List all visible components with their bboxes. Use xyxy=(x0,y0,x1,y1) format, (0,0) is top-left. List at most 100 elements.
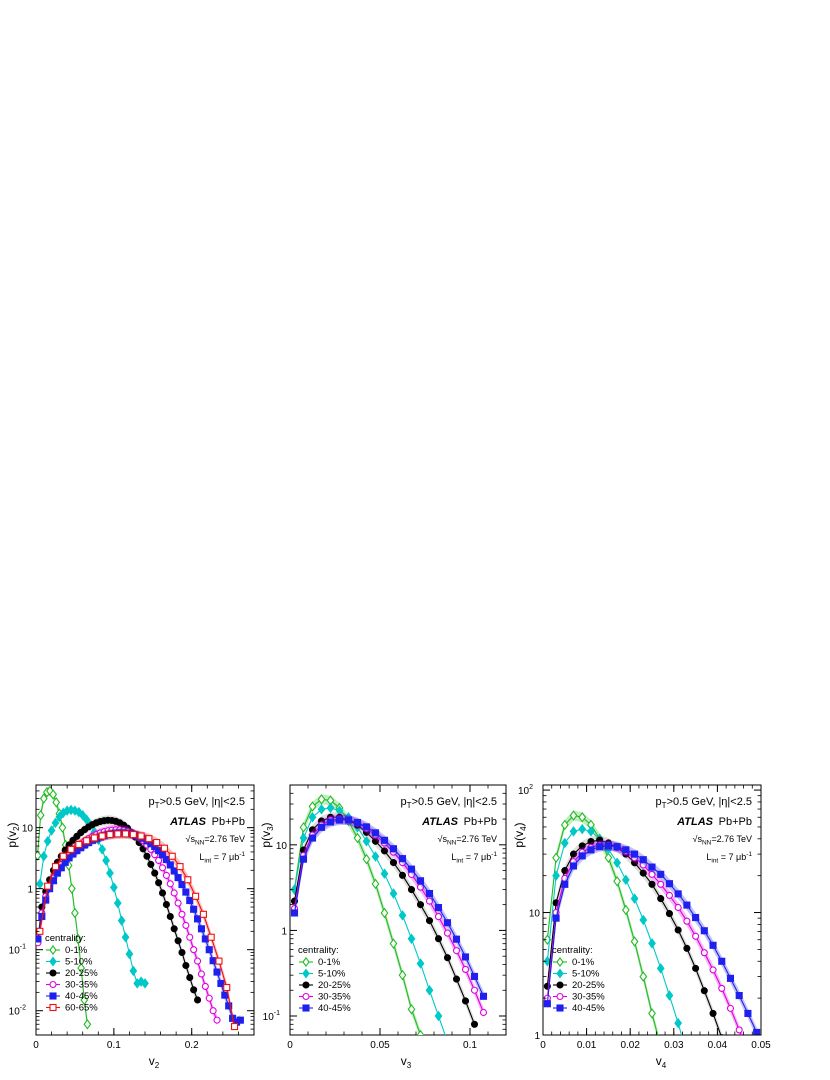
data-point xyxy=(735,991,743,1000)
data-point xyxy=(434,904,443,912)
data-point xyxy=(362,836,371,847)
legend-item-label: 20-25% xyxy=(572,980,605,991)
data-point xyxy=(443,929,452,937)
data-point xyxy=(207,933,215,941)
data-point xyxy=(639,971,648,982)
data-point xyxy=(371,878,380,890)
data-point xyxy=(745,1047,751,1053)
data-point xyxy=(302,957,310,967)
data-point xyxy=(170,867,178,875)
atlas-label: ATLAS xyxy=(421,816,459,828)
data-point xyxy=(425,897,434,905)
data-point xyxy=(186,973,194,982)
plot-frame xyxy=(542,784,762,1036)
data-point xyxy=(416,901,425,909)
legend-item-label: 20-25% xyxy=(65,968,98,979)
data-point xyxy=(199,910,207,918)
data-point xyxy=(47,825,56,836)
energy-label: √sNN=2.76 TeV xyxy=(186,834,245,847)
data-point xyxy=(39,850,48,862)
data-point xyxy=(578,811,587,823)
data-point xyxy=(147,860,155,868)
plot-area xyxy=(36,785,244,1032)
data-point xyxy=(158,864,167,872)
legend-item-label: 5-10% xyxy=(572,969,600,980)
data-point xyxy=(178,910,186,918)
data-point xyxy=(71,805,79,816)
data-point xyxy=(213,1016,221,1024)
data-point xyxy=(162,900,170,909)
data-point xyxy=(569,810,578,821)
data-point xyxy=(90,834,98,842)
data-point xyxy=(36,878,44,890)
data-point xyxy=(166,912,174,921)
x-tick-label: 0.05 xyxy=(751,1040,771,1051)
y-tick-label: 1 xyxy=(281,926,287,937)
data-point xyxy=(51,863,60,871)
legend-item-label: 60-65% xyxy=(65,1003,98,1014)
data-point xyxy=(665,990,674,1001)
data-point xyxy=(461,953,470,961)
data-point xyxy=(552,852,560,864)
data-point xyxy=(444,1037,450,1046)
energy-label: √sNN=2.76 TeV xyxy=(438,834,497,847)
data-point xyxy=(137,832,145,840)
data-point xyxy=(317,794,326,805)
y-tick-label: 10-1 xyxy=(263,1010,280,1023)
legend-item-label: 30-35% xyxy=(65,980,98,991)
info-text: pT>0.5 GeV, |η|<2.5 ATLAS Pb+Pb √sNN=2.76 T… xyxy=(149,796,246,865)
data-point xyxy=(700,927,708,935)
data-point xyxy=(121,830,130,838)
data-point xyxy=(302,992,310,1001)
data-point xyxy=(67,883,76,894)
data-point xyxy=(709,1009,717,1017)
data-point xyxy=(648,863,656,871)
data-point xyxy=(98,832,106,840)
data-point xyxy=(160,844,169,852)
data-point xyxy=(49,877,58,885)
series-20-25% xyxy=(543,835,725,1035)
data-point xyxy=(51,817,60,829)
cut-label: pT>0.5 GeV, |η|<2.5 xyxy=(401,796,497,810)
data-point xyxy=(657,870,665,878)
data-point xyxy=(389,845,398,853)
data-point xyxy=(371,851,380,862)
data-point xyxy=(560,819,569,831)
data-point xyxy=(674,903,682,912)
data-point xyxy=(236,1016,244,1024)
legend-item-label: 40-45% xyxy=(318,1003,351,1014)
data-point xyxy=(194,957,202,965)
system-label: Pb+Pb xyxy=(212,816,245,828)
y-axis-title: p(v4) xyxy=(512,822,528,847)
y-tick-label: 1 xyxy=(534,1031,540,1042)
data-point xyxy=(174,874,182,882)
legend-item-label: 0-1% xyxy=(572,957,595,968)
data-point xyxy=(380,907,389,919)
data-point xyxy=(77,962,86,974)
data-point xyxy=(217,979,225,987)
data-point xyxy=(726,974,735,982)
info-text: pT>0.5 GeV, |η|<2.5 ATLAS Pb+Pb √sNN=2.76 T… xyxy=(401,796,498,865)
x-tick-label: 0.2 xyxy=(185,1040,199,1051)
y-tick-label: 10-1 xyxy=(9,944,26,957)
data-point xyxy=(674,926,682,934)
data-point xyxy=(166,861,174,869)
data-point xyxy=(201,935,209,943)
x-tick-label: 0.04 xyxy=(708,1040,728,1051)
cut-label: pT>0.5 GeV, |η|<2.5 xyxy=(656,796,752,810)
data-point xyxy=(71,907,79,919)
data-point xyxy=(49,789,58,800)
data-point xyxy=(78,809,87,821)
data-point xyxy=(639,869,647,877)
legend-item-label: 30-35% xyxy=(572,992,605,1003)
data-point xyxy=(416,877,425,885)
data-point xyxy=(205,994,213,1002)
data-point xyxy=(604,842,612,850)
data-point xyxy=(674,890,682,898)
data-point xyxy=(109,882,118,893)
x-axis-title: v3 xyxy=(401,1054,412,1070)
data-point xyxy=(398,969,407,981)
data-point xyxy=(692,964,700,972)
data-point xyxy=(113,897,122,909)
data-point xyxy=(344,816,353,824)
